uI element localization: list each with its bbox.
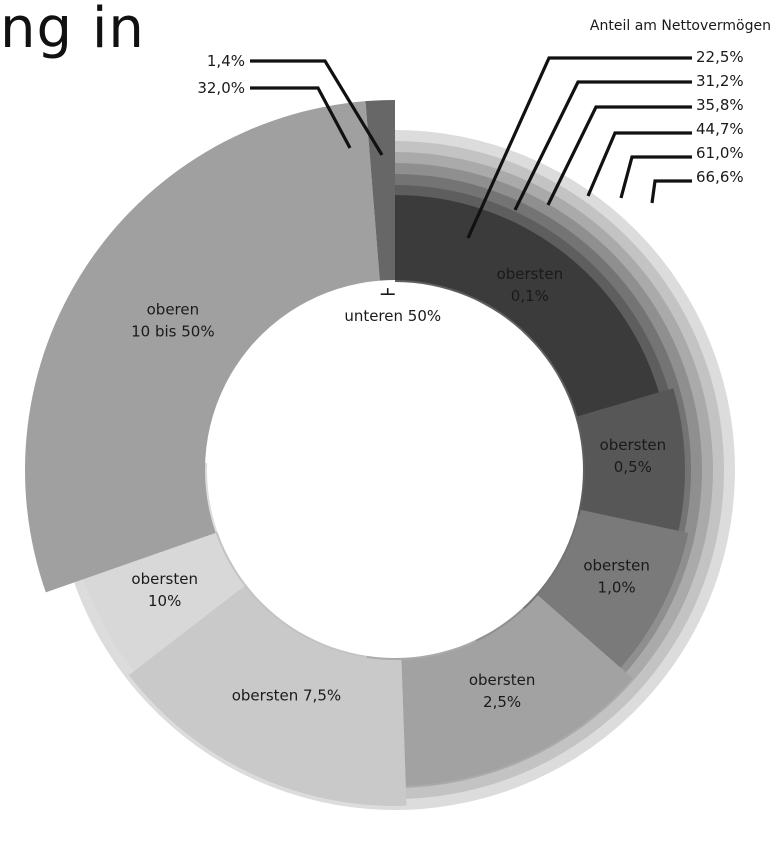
- slice-label-obersten-0-1-2: 0,1%: [511, 287, 549, 305]
- cumulative-share-label-1: 22,5%: [696, 48, 744, 66]
- leader-line-cumulative-1: [466, 56, 692, 239]
- slice-label-unteren-50: unteren 50%: [344, 307, 441, 325]
- slice-label-oberen-10-50-2: 10 bis 50%: [131, 322, 214, 340]
- slice-obersten-10: [83, 532, 245, 672]
- cumulative-share-label-2: 31,2%: [696, 72, 744, 90]
- slice-oberen-10-50: [25, 101, 380, 593]
- slice-label-obersten-0-5-1: obersten: [600, 436, 667, 454]
- legend-title: Anteil am Nettovermögen: [590, 18, 771, 34]
- slice-label-oberen-10-50-1: oberen: [147, 300, 200, 318]
- chart-title-fragment: ng in: [0, 0, 145, 61]
- slice-label-obersten-2-5-2: 2,5%: [483, 693, 521, 711]
- slice-label-obersten-1-0-1: obersten: [583, 556, 650, 574]
- leader-line-left-2: [250, 86, 352, 149]
- left-callout-label-2: 32,0%: [197, 79, 245, 97]
- left-callout-label-1: 1,4%: [207, 52, 245, 70]
- leader-line-left-1: [250, 59, 384, 156]
- slice-label-obersten-2-5-1: obersten: [469, 671, 536, 689]
- cumulative-share-label-5: 61,0%: [696, 144, 744, 162]
- cumulative-share-label-3: 35,8%: [696, 96, 744, 114]
- cumulative-share-label-6: 66,6%: [696, 168, 744, 186]
- slice-obersten-2-5: [401, 595, 633, 786]
- slice-label-obersten-10-1: obersten: [131, 570, 198, 588]
- leader-line-cumulative-4: [586, 131, 692, 197]
- unteren-50-bracket: [380, 288, 395, 295]
- donut-hole: [207, 282, 583, 658]
- leader-line-cumulative-2: [513, 80, 692, 211]
- slice-label-obersten-7-5-1: obersten 7,5%: [232, 687, 341, 705]
- slice-label-obersten-0-1-1: obersten: [497, 265, 564, 283]
- slice-unteren-50: [365, 100, 395, 281]
- leader-line-cumulative-6: [650, 179, 692, 204]
- slice-label-obersten-10-2: 10%: [148, 592, 181, 610]
- slice-label-obersten-0-5-2: 0,5%: [614, 458, 652, 476]
- leader-line-cumulative-5: [619, 155, 692, 199]
- cumulative-share-label-4: 44,7%: [696, 120, 744, 138]
- slice-obersten-7-5: [128, 586, 407, 806]
- slice-label-obersten-1-0-2: 1,0%: [598, 578, 636, 596]
- leader-line-cumulative-3: [546, 105, 692, 206]
- slice-obersten-0-1: [395, 195, 659, 417]
- slice-obersten-1-0: [537, 509, 689, 668]
- slice-obersten-0-5: [577, 388, 685, 531]
